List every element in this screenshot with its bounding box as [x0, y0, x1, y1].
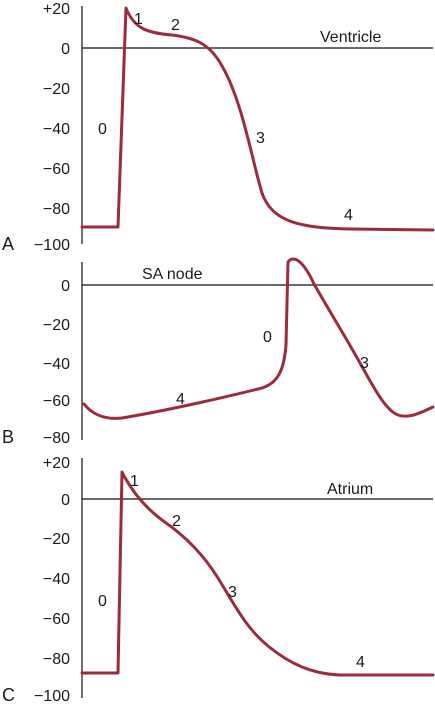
phase-label: 1 — [134, 11, 143, 28]
y-tick-label: 0 — [61, 492, 70, 509]
panel-title: SA node — [142, 266, 203, 283]
panel-title: Atrium — [327, 481, 373, 498]
phase-label: 0 — [98, 121, 107, 138]
phase-label: 3 — [360, 355, 369, 372]
y-tick-label: 0 — [61, 278, 70, 295]
y-tick-label: −80 — [43, 430, 70, 447]
phase-label: 3 — [228, 584, 237, 601]
y-tick-label: −40 — [43, 356, 70, 373]
phase-label: 1 — [130, 473, 139, 490]
panel-letter: B — [2, 427, 14, 447]
y-tick-label: −20 — [43, 531, 70, 548]
y-tick-label: −40 — [43, 121, 70, 138]
panel-atrium: +20 0 −20 −40 −60 −80 −100 C Atrium 0 1 … — [2, 455, 435, 705]
phase-label: 4 — [356, 654, 365, 671]
y-tick-label: −60 — [43, 161, 70, 178]
y-tick-label: −100 — [34, 237, 70, 254]
y-tick-label: −80 — [43, 651, 70, 668]
panel-title: Ventricle — [320, 29, 381, 46]
panel-letter: C — [2, 685, 15, 705]
y-tick-label: −60 — [43, 393, 70, 410]
y-tick-label: −40 — [43, 571, 70, 588]
panel-letter: A — [2, 234, 14, 254]
phase-label: 2 — [171, 17, 180, 34]
panel-sa-node: 0 −20 −40 −60 −80 B SA node 0 3 4 — [2, 257, 435, 447]
action-potential-curve — [80, 470, 435, 677]
y-tick-label: +20 — [43, 1, 70, 18]
y-tick-label: 0 — [61, 41, 70, 58]
phase-label: 4 — [176, 391, 185, 408]
phase-label: 0 — [98, 593, 107, 610]
phase-label: 4 — [344, 207, 353, 224]
y-tick-label: −100 — [34, 688, 70, 705]
action-potential-curve — [82, 257, 435, 420]
action-potential-curve — [80, 6, 435, 232]
phase-label: 3 — [256, 130, 265, 147]
phase-label: 0 — [263, 329, 272, 346]
y-tick-label: −60 — [43, 611, 70, 628]
phase-label: 2 — [172, 513, 181, 530]
y-tick-label: −20 — [43, 317, 70, 334]
y-tick-label: −80 — [43, 201, 70, 218]
y-tick-label: +20 — [43, 455, 70, 472]
y-tick-label: −20 — [43, 81, 70, 98]
panel-ventricle: +20 0 −20 −40 −60 −80 −100 A Ventricle 0… — [2, 1, 435, 254]
